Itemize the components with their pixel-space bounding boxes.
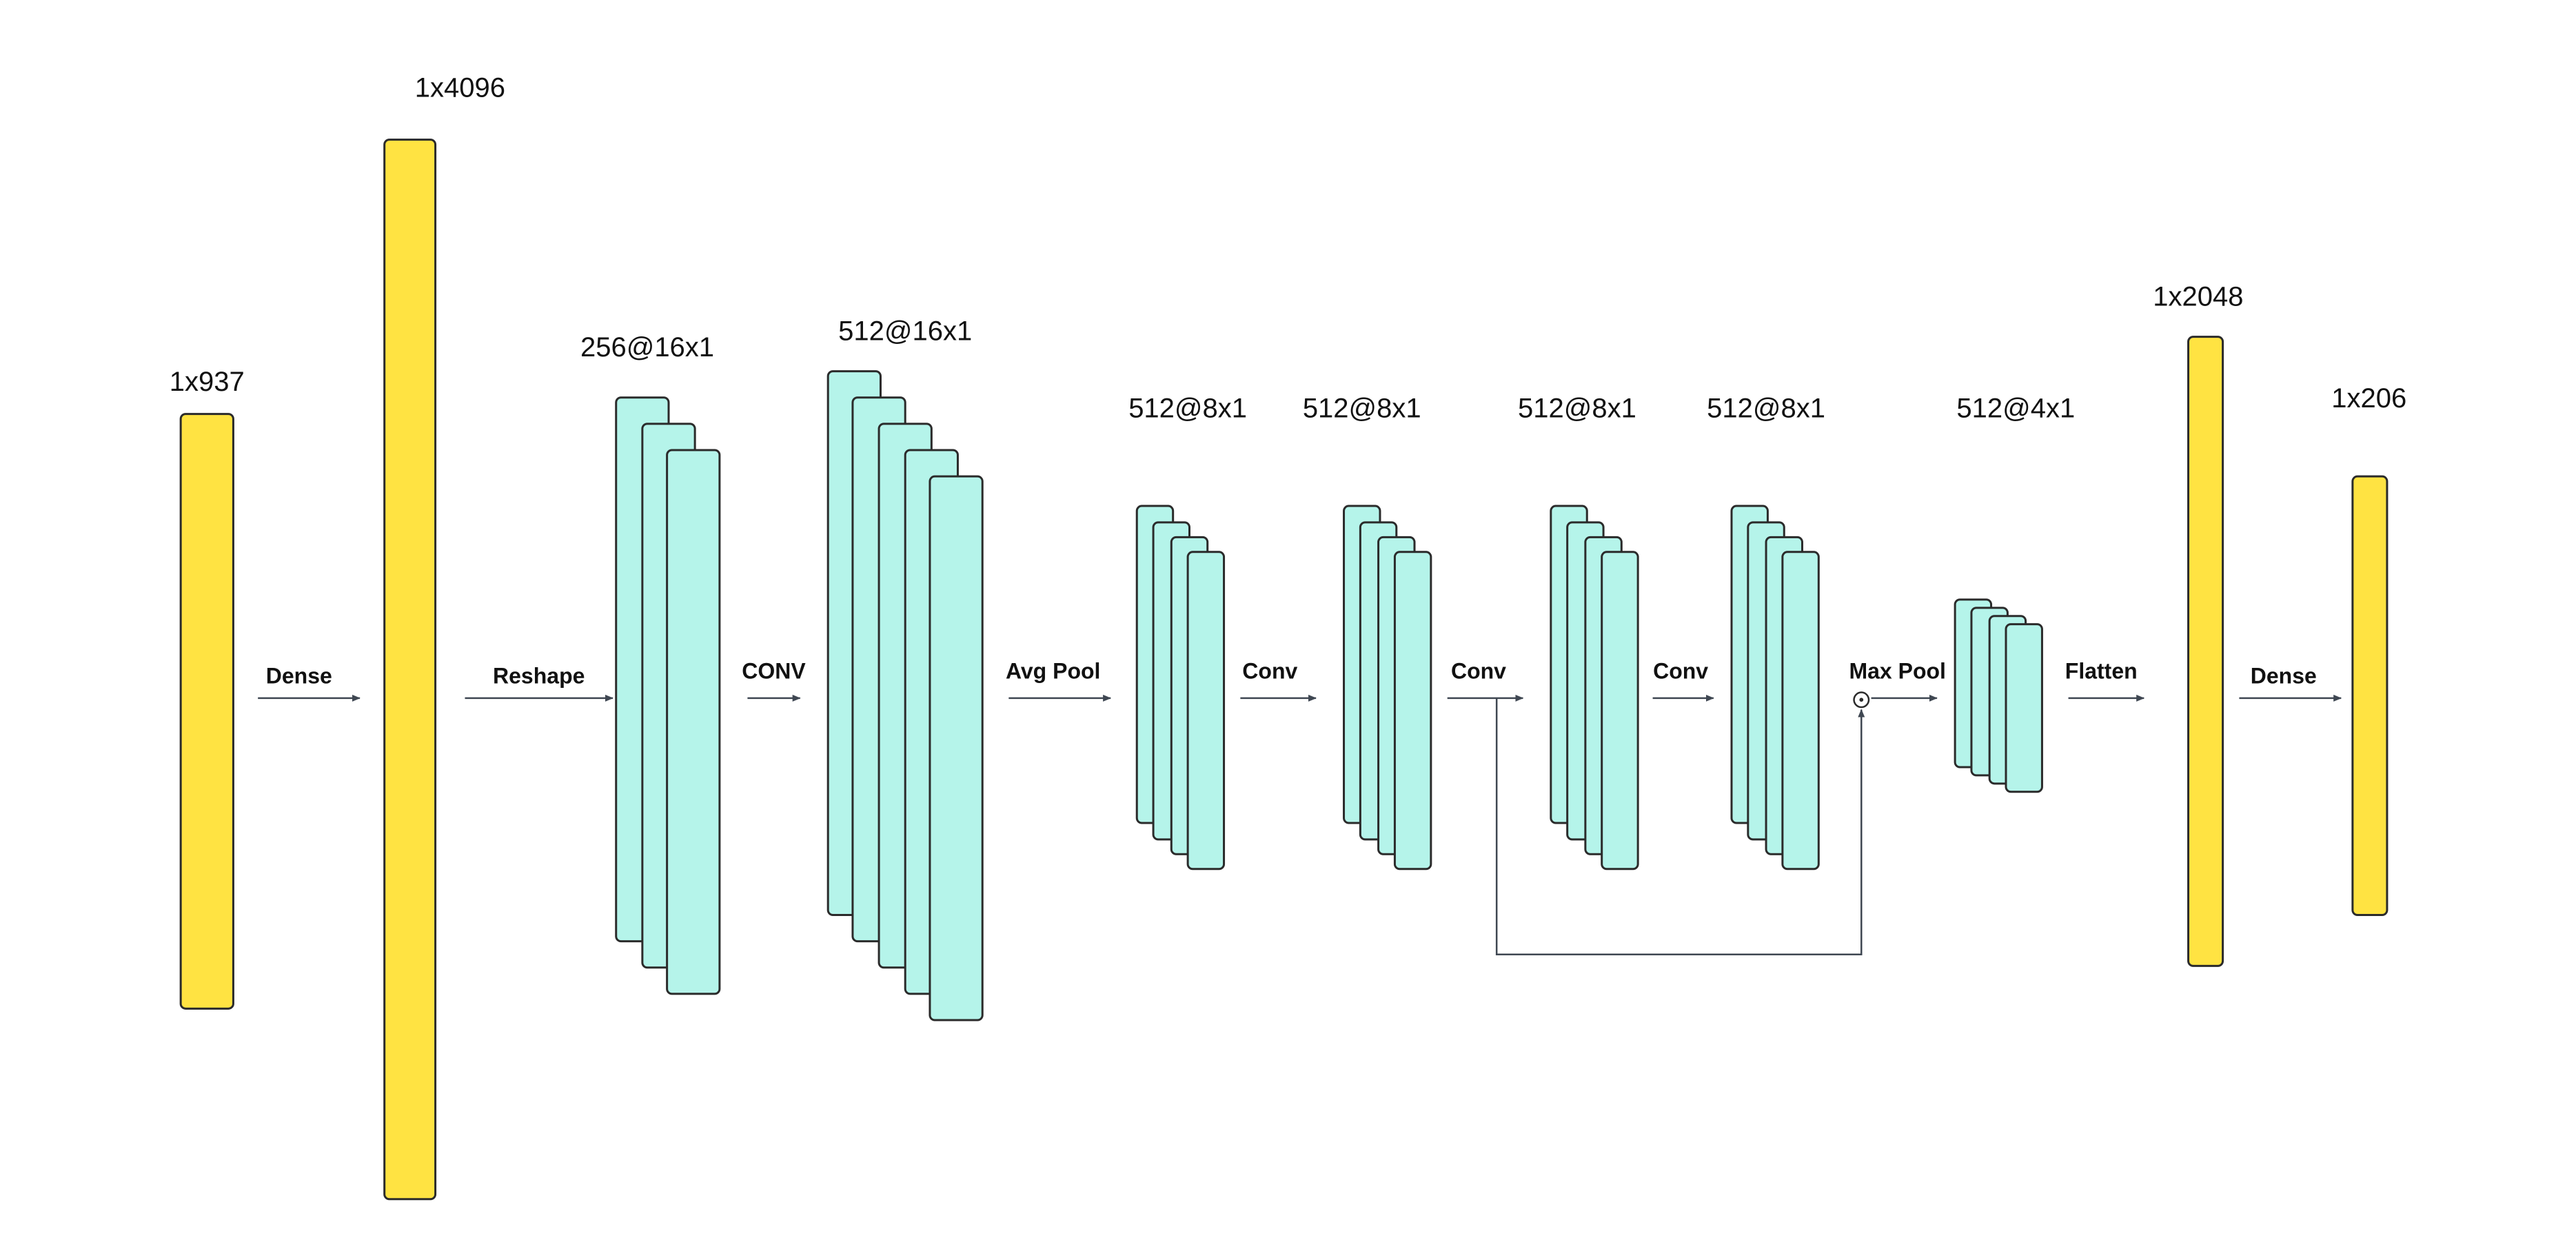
labels: 1x937 1x4096 256@16x1 512@16x1 512@8x1 512@8x… bbox=[170, 73, 2406, 689]
layer-flatten bbox=[2187, 336, 2224, 967]
dense-vector-block bbox=[2187, 336, 2224, 967]
feature-map-block bbox=[2005, 623, 2043, 793]
layer-dimension-label: 1x4096 bbox=[415, 73, 505, 103]
operation-label: Flatten bbox=[2065, 658, 2138, 683]
merge-node-icon bbox=[1853, 691, 1870, 709]
operation-label: Conv bbox=[1242, 658, 1297, 683]
feature-map-block bbox=[929, 475, 984, 1021]
layer-dimension-label: 512@8x1 bbox=[1707, 393, 1825, 423]
layer-reshape bbox=[615, 396, 721, 995]
operation-label: CONV bbox=[742, 658, 806, 683]
layer-dimension-label: 1x2048 bbox=[2153, 281, 2243, 312]
feature-map-block bbox=[1186, 551, 1226, 871]
layer-output bbox=[2351, 475, 2389, 916]
layer-dimension-label: 512@8x1 bbox=[1128, 393, 1247, 423]
layer-conv4 bbox=[1730, 505, 1820, 871]
layer-dimension-label: 256@16x1 bbox=[580, 332, 714, 363]
skip-connection bbox=[1495, 691, 1870, 955]
feature-map-block bbox=[1601, 551, 1639, 871]
merge-node-dot bbox=[1859, 698, 1864, 702]
layer-dimension-label: 1x937 bbox=[170, 367, 245, 397]
skip-connection-path bbox=[1495, 698, 1865, 955]
operation-label: Max Pool bbox=[1849, 658, 1945, 683]
feature-map-block bbox=[666, 449, 721, 995]
layer-dimension-label: 512@8x1 bbox=[1303, 393, 1421, 423]
layer-dimension-label: 512@8x1 bbox=[1518, 393, 1636, 423]
layer-dimension-label: 1x206 bbox=[2331, 383, 2406, 414]
dense-vector-block bbox=[2351, 475, 2389, 916]
operation-label: Reshape bbox=[493, 663, 585, 688]
layer-pool1 bbox=[1135, 505, 1226, 871]
layer-dimension-label: 512@16x1 bbox=[838, 316, 972, 346]
dense-vector-block bbox=[383, 139, 437, 1201]
layer-conv2 bbox=[1343, 505, 1432, 871]
feature-map-block bbox=[1781, 551, 1820, 871]
layer-dense1 bbox=[383, 139, 437, 1201]
operation-label: Conv bbox=[1653, 658, 1708, 683]
operation-label: Dense bbox=[2251, 663, 2317, 688]
layer-conv3 bbox=[1550, 505, 1639, 871]
operation-label: Dense bbox=[266, 663, 332, 688]
feature-map-block bbox=[1393, 551, 1432, 871]
operation-label: Avg Pool bbox=[1006, 658, 1100, 683]
dense-vector-block bbox=[179, 413, 234, 1010]
layer-input bbox=[179, 413, 234, 1010]
layer-conv1 bbox=[826, 370, 984, 1021]
layer-dimension-label: 512@4x1 bbox=[1956, 393, 2075, 423]
layer-pool2 bbox=[1954, 598, 2043, 793]
layers bbox=[179, 139, 2389, 1201]
connections bbox=[258, 691, 2342, 955]
operation-label: Conv bbox=[1451, 658, 1506, 683]
